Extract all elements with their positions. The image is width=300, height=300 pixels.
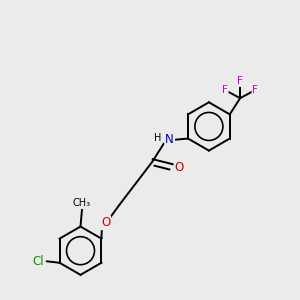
Text: F: F [237, 76, 243, 86]
Text: H: H [154, 133, 161, 142]
Text: CH₃: CH₃ [73, 198, 91, 208]
Text: F: F [253, 85, 258, 95]
Text: F: F [222, 85, 228, 95]
Text: O: O [175, 161, 184, 174]
Text: O: O [101, 216, 110, 229]
Text: N: N [165, 134, 174, 146]
Text: Cl: Cl [32, 255, 44, 268]
